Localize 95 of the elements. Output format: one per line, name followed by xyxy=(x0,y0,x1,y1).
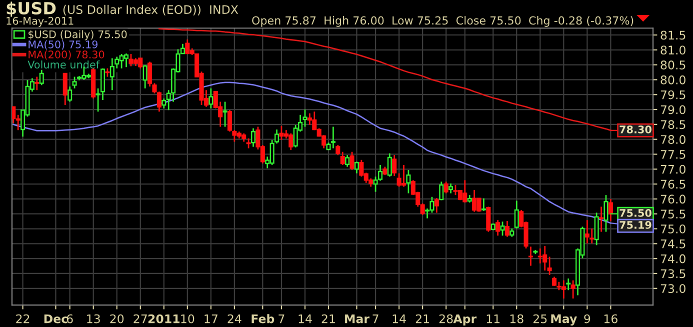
chart-subtitle: (US Dollar Index (EOD)) INDX xyxy=(63,4,238,16)
candlestick xyxy=(354,160,359,174)
annotation: 78.30 xyxy=(620,126,652,134)
annotation: 75.50 xyxy=(620,209,652,217)
y-tick-label: 80.5 xyxy=(660,60,686,70)
candlestick xyxy=(500,220,505,236)
x-tick-label: Feb xyxy=(252,314,274,324)
legend-label: $USD (Daily) 75.50 xyxy=(28,30,127,40)
x-tick-label: Mar xyxy=(345,314,370,324)
candlestick xyxy=(439,180,444,201)
x-tick-label: 9 xyxy=(584,314,590,324)
x-tick-label: 6 xyxy=(66,314,73,324)
x-tick-label: 24 xyxy=(228,314,242,324)
candlestick xyxy=(378,164,383,182)
candlestick xyxy=(406,169,411,194)
x-tick-label: 21 xyxy=(322,314,335,324)
annotation: 75.19 xyxy=(620,221,652,229)
candlestick xyxy=(222,101,228,128)
x-tick-label: 27 xyxy=(134,314,147,324)
x-tick-label: Dec xyxy=(44,314,68,324)
x-tick-label: 18 xyxy=(510,314,524,324)
y-tick-label: 76.5 xyxy=(660,180,686,189)
y-tick-label: 77.0 xyxy=(660,164,686,174)
candlestick xyxy=(68,86,72,102)
y-tick-label: 76.0 xyxy=(660,194,686,204)
y-tick-label: 73.0 xyxy=(660,284,686,294)
x-tick-label: 14 xyxy=(392,314,406,324)
x-tick-label: 7 xyxy=(372,314,378,324)
y-tick-label: 74.0 xyxy=(660,254,686,264)
y-tick-label: 81.5 xyxy=(660,30,686,40)
candlestick xyxy=(496,219,500,236)
candlestick xyxy=(345,154,350,168)
candlestick xyxy=(528,246,534,266)
y-tick-label: 79.0 xyxy=(660,105,686,114)
y-tick-label: 75.0 xyxy=(660,224,686,234)
candlestick xyxy=(246,138,251,149)
candlestick xyxy=(72,76,77,90)
annotation: Volume undef xyxy=(28,60,100,69)
x-tick-label: 16 xyxy=(604,314,618,324)
candlestick xyxy=(434,197,439,214)
x-tick-label: 25 xyxy=(533,314,547,324)
candlestick xyxy=(608,198,613,222)
candlestick xyxy=(250,128,256,148)
candlestick xyxy=(208,88,214,110)
candlestick xyxy=(599,206,604,232)
x-tick-label: 21 xyxy=(416,314,429,324)
candlestick xyxy=(62,72,68,106)
y-tick-label: 77.5 xyxy=(660,150,686,159)
x-tick-label: May xyxy=(551,314,577,326)
candlestick xyxy=(401,164,406,188)
legend-label: MA(50) 75.19 xyxy=(28,40,98,50)
candlestick xyxy=(387,152,392,178)
candlestick xyxy=(570,280,576,300)
x-tick-label: 10 xyxy=(181,314,194,324)
candlestick xyxy=(392,154,397,177)
candlestick xyxy=(350,151,354,171)
y-tick-label: 73.5 xyxy=(660,269,686,278)
y-tick-label: 78.0 xyxy=(660,135,686,144)
candlestick xyxy=(34,76,40,91)
candlestick xyxy=(444,180,448,194)
x-tick-label: Apr xyxy=(453,314,477,326)
candlestick xyxy=(486,206,491,232)
chart-title: $USD xyxy=(6,2,56,17)
candlestick xyxy=(566,278,571,291)
candlestick xyxy=(162,98,166,110)
candlestick xyxy=(481,198,486,212)
text: Open 75.87 High 76.00 Low 75.25 Close 75.50 Chg -0.28 (-0.37%) xyxy=(252,16,634,27)
x-tick-label: 20 xyxy=(110,314,124,324)
candlestick xyxy=(552,276,557,287)
candlestick xyxy=(336,144,340,156)
candlestick xyxy=(594,212,599,246)
y-tick-label: 81.0 xyxy=(660,46,686,55)
text: 16-May-2011 xyxy=(6,16,74,27)
x-tick-label: 11 xyxy=(486,314,500,324)
candlestick xyxy=(96,88,100,112)
x-tick-label: 14 xyxy=(298,314,312,324)
x-tick-label: 17 xyxy=(204,314,218,324)
x-tick-label: 22 xyxy=(16,314,30,324)
y-tick-label: 79.5 xyxy=(660,90,686,100)
y-tick-label: 80.0 xyxy=(660,75,686,84)
candlestick xyxy=(514,200,519,230)
y-tick-label: 78.5 xyxy=(660,120,686,130)
candlestick xyxy=(302,108,308,128)
x-tick-label: 28 xyxy=(439,314,453,324)
x-tick-label: 7 xyxy=(278,314,284,324)
y-tick-label: 75.5 xyxy=(660,210,686,219)
candlestick xyxy=(448,182,454,194)
legend-label: MA(200) 78.30 xyxy=(28,50,104,60)
candlestick xyxy=(504,220,510,238)
candlestick xyxy=(547,256,552,276)
y-tick-label: 74.5 xyxy=(660,240,686,248)
x-tick-label: 13 xyxy=(87,314,100,324)
x-tick-label: 2011 xyxy=(148,314,180,324)
candlestick xyxy=(142,64,148,90)
candlestick xyxy=(340,151,345,166)
